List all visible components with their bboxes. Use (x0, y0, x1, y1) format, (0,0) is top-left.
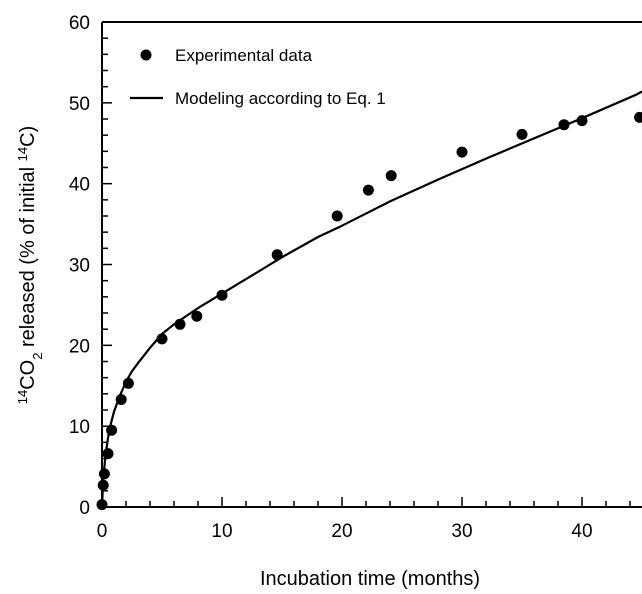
experimental-points-series (96, 111, 642, 511)
y-axis-title-sub: 2 (30, 353, 45, 360)
data-point (122, 377, 134, 389)
data-point (106, 424, 118, 436)
x-tick-label: 30 (451, 521, 472, 542)
model-line (100, 90, 642, 508)
legend: Experimental data Modeling according to … (130, 46, 386, 108)
data-point (362, 184, 374, 196)
data-point (98, 468, 110, 480)
data-point (576, 115, 588, 127)
y-tick-label: 40 (69, 175, 90, 196)
x-tick-label: 10 (211, 521, 232, 542)
legend-label-model: Modeling according to Eq. 1 (175, 89, 386, 108)
x-tick-label: 0 (97, 521, 108, 542)
y-tick-label: 0 (79, 498, 90, 519)
data-point (456, 146, 468, 158)
x-tick-label: 20 (331, 521, 352, 542)
y-axis-title-part2: released (% of initial (17, 161, 39, 352)
y-axis-title: 14CO2 released (% of initial 14C) (15, 126, 45, 404)
data-point (331, 210, 343, 222)
data-point (558, 119, 570, 131)
y-tick-label: 60 (69, 13, 90, 34)
legend-label-experimental: Experimental data (175, 46, 313, 65)
x-tick-label: 40 (571, 521, 592, 542)
y-axis-title-part1: CO (17, 360, 39, 390)
data-point (634, 111, 642, 123)
y-tick-label: 10 (69, 417, 90, 438)
data-point (385, 170, 397, 182)
data-point (191, 310, 203, 322)
data-point (271, 249, 283, 261)
y-tick-label: 30 (69, 256, 90, 277)
x-axis-title: Incubation time (months) (260, 568, 480, 590)
y-tick-label: 20 (69, 336, 90, 357)
data-point (96, 499, 108, 511)
data-point (102, 448, 114, 460)
y-tick-label: 50 (69, 94, 90, 115)
y-axis-title-sup2: 14 (15, 147, 30, 161)
data-point (115, 394, 127, 405)
tick-labels: 0 10 20 30 40 0 10 20 30 40 50 60 (69, 13, 593, 542)
legend-marker-experimental (140, 49, 152, 61)
data-point (97, 479, 109, 491)
data-point (156, 333, 168, 345)
data-point (174, 318, 186, 330)
model-line-series (100, 90, 642, 508)
y-axis-title-part3: C) (17, 126, 39, 147)
y-axis-title-pre-sup: 14 (15, 390, 30, 404)
axis-ticks (101, 21, 631, 508)
data-point (516, 128, 528, 140)
data-point (216, 289, 228, 301)
